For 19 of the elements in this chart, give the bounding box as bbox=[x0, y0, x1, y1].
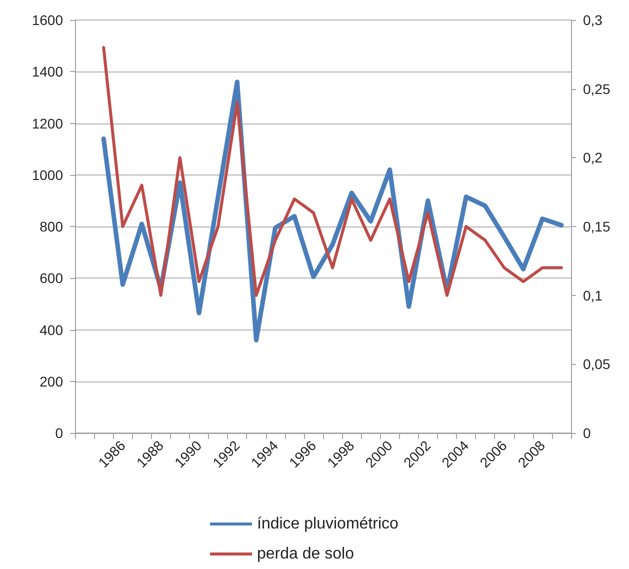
y-tick-label: 1200 bbox=[32, 115, 64, 132]
y2-tick-label: 0,05 bbox=[583, 356, 610, 372]
y-tick-label: 200 bbox=[40, 373, 64, 390]
y-tick-label: 1400 bbox=[32, 64, 64, 80]
legend-label: perda de solo bbox=[257, 546, 354, 562]
y-tick-label: 800 bbox=[40, 218, 64, 234]
y2-tick-label: 0,1 bbox=[583, 287, 603, 304]
y2-tick-label: 0 bbox=[583, 425, 591, 441]
y2-tick-label: 0,25 bbox=[583, 80, 610, 97]
y-tick-label: 1000 bbox=[32, 166, 64, 183]
y2-tick-label: 0,2 bbox=[583, 150, 603, 166]
y2-tick-label: 0,15 bbox=[583, 218, 610, 234]
y-tick-label: 1600 bbox=[32, 12, 64, 28]
legend-label: índice pluviométrico bbox=[257, 516, 398, 532]
y-tick-label: 600 bbox=[40, 270, 64, 286]
y-tick-label: 0 bbox=[55, 425, 64, 441]
line-series bbox=[102, 46, 563, 297]
y-tick-label: 400 bbox=[40, 322, 64, 338]
y2-tick-label: 0,3 bbox=[583, 12, 603, 28]
